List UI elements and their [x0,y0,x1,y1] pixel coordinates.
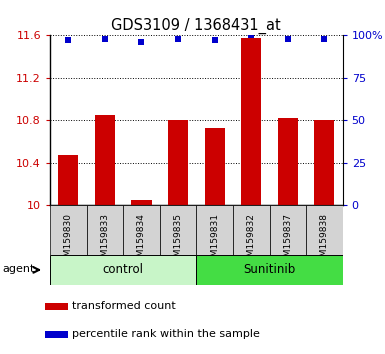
Text: Sunitinib: Sunitinib [243,263,296,276]
FancyBboxPatch shape [306,205,343,255]
Bar [168,120,188,205]
Text: GSM159834: GSM159834 [137,213,146,268]
Text: GSM159838: GSM159838 [320,213,329,268]
Point [65,38,72,43]
Point [139,39,145,45]
Point [321,36,327,42]
Text: control: control [103,263,144,276]
FancyBboxPatch shape [196,205,233,255]
FancyBboxPatch shape [270,205,306,255]
FancyBboxPatch shape [123,205,160,255]
FancyBboxPatch shape [87,205,123,255]
Text: agent: agent [3,264,35,274]
Point [285,36,291,42]
Bar [241,38,261,205]
Text: GSM159830: GSM159830 [64,213,73,268]
Point [102,36,108,42]
FancyBboxPatch shape [196,255,343,285]
FancyBboxPatch shape [233,205,270,255]
Point [212,38,218,43]
Text: GSM159835: GSM159835 [174,213,182,268]
Text: GSM159832: GSM159832 [247,213,256,268]
Bar [278,118,298,205]
Text: GSM159833: GSM159833 [100,213,109,268]
Bar [314,120,335,205]
Bar [58,155,79,205]
FancyBboxPatch shape [50,255,196,285]
Point [248,33,254,38]
Bar [204,128,225,205]
Bar [45,331,68,338]
FancyBboxPatch shape [50,205,87,255]
Point [175,36,181,42]
Bar [95,115,115,205]
Bar [45,303,68,309]
Text: percentile rank within the sample: percentile rank within the sample [72,330,259,339]
Bar [131,200,152,205]
Text: GSM159831: GSM159831 [210,213,219,268]
Text: GSM159837: GSM159837 [283,213,292,268]
FancyBboxPatch shape [160,205,196,255]
Title: GDS3109 / 1368431_at: GDS3109 / 1368431_at [112,18,281,34]
Text: transformed count: transformed count [72,301,176,311]
